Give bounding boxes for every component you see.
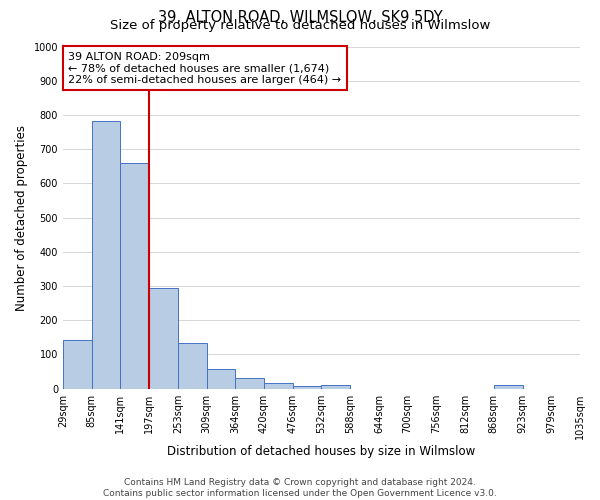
Bar bbox=[293, 386, 322, 388]
Bar bbox=[206, 369, 235, 388]
Bar bbox=[235, 378, 264, 388]
Bar bbox=[322, 386, 350, 388]
Bar bbox=[121, 163, 149, 388]
Bar bbox=[494, 386, 523, 388]
Text: 39, ALTON ROAD, WILMSLOW, SK9 5DY: 39, ALTON ROAD, WILMSLOW, SK9 5DY bbox=[158, 10, 442, 25]
Text: 39 ALTON ROAD: 209sqm
← 78% of detached houses are smaller (1,674)
22% of semi-d: 39 ALTON ROAD: 209sqm ← 78% of detached … bbox=[68, 52, 341, 85]
Text: Contains HM Land Registry data © Crown copyright and database right 2024.
Contai: Contains HM Land Registry data © Crown c… bbox=[103, 478, 497, 498]
Y-axis label: Number of detached properties: Number of detached properties bbox=[15, 124, 28, 310]
X-axis label: Distribution of detached houses by size in Wilmslow: Distribution of detached houses by size … bbox=[167, 444, 476, 458]
Bar bbox=[92, 121, 121, 388]
Bar bbox=[178, 342, 206, 388]
Bar bbox=[63, 340, 92, 388]
Bar bbox=[149, 288, 178, 388]
Bar bbox=[264, 382, 293, 388]
Text: Size of property relative to detached houses in Wilmslow: Size of property relative to detached ho… bbox=[110, 19, 490, 32]
